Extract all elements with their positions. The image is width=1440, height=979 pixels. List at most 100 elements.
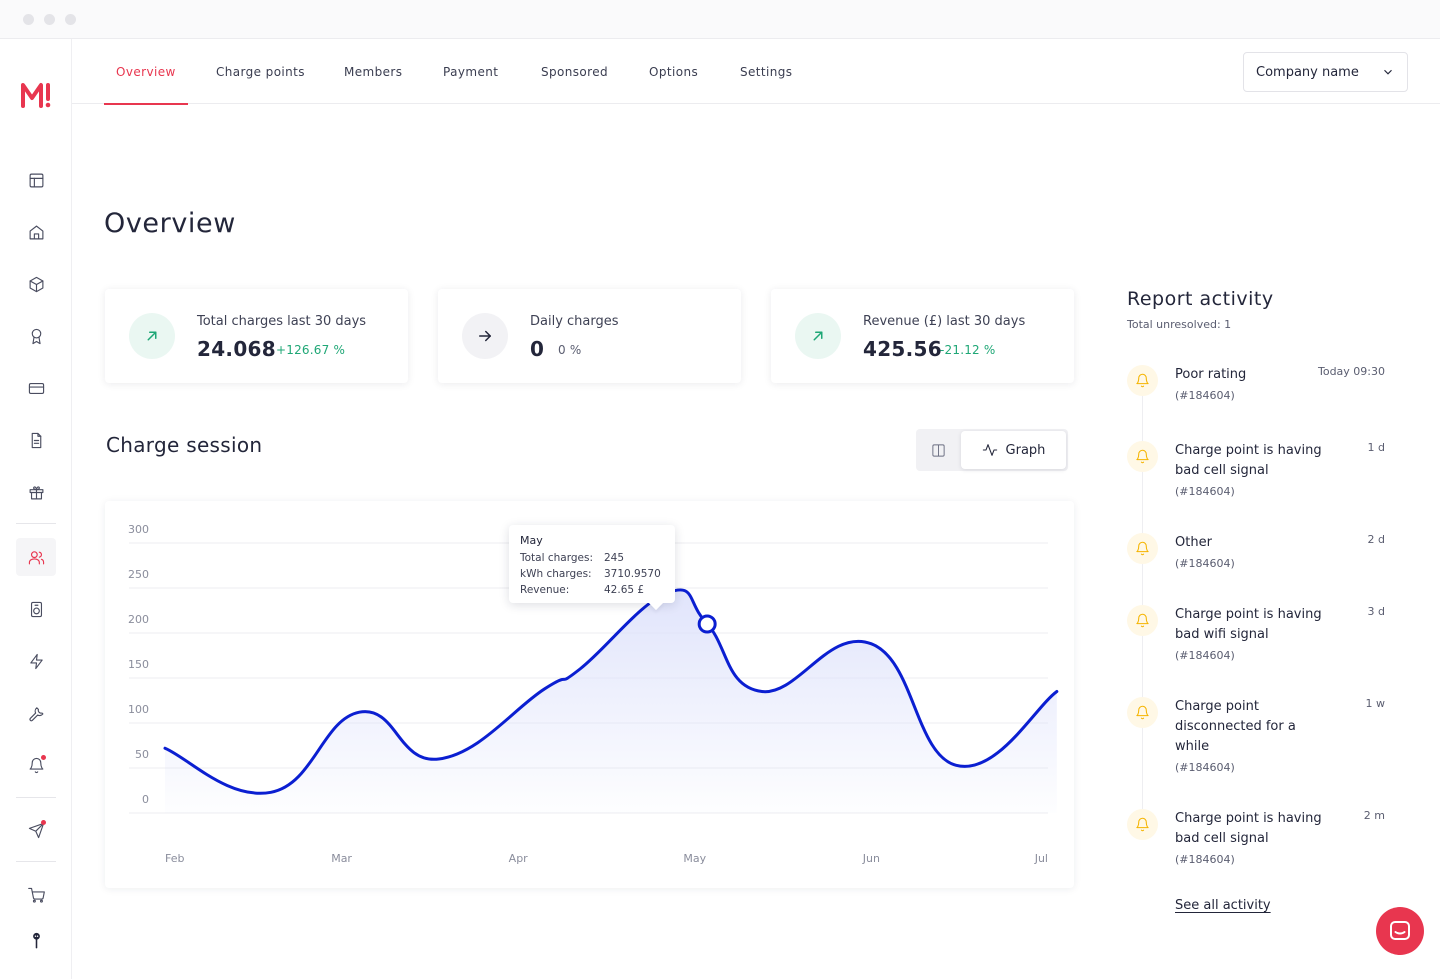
x-tick-label: May (683, 852, 706, 865)
tab-settings[interactable]: Settings (740, 65, 793, 79)
stat-icon-wrapper (795, 313, 841, 359)
report-activity-subtitle: Total unresolved: 1 (1127, 318, 1232, 331)
activity-item[interactable]: Charge point is having bad cell signal (… (1127, 441, 1385, 501)
arrow-up-right-icon (147, 331, 157, 341)
company-select-value: Company name (1256, 64, 1359, 80)
sidebar-item-notifications[interactable] (16, 746, 56, 784)
tab-payment[interactable]: Payment (443, 65, 499, 79)
activity-item[interactable]: Charge point is having bad wifi signal (… (1127, 605, 1385, 665)
charge-session-chart: 0 50 100 150 200 250 300 Feb Mar Apr May Jun Jul May… (105, 501, 1074, 888)
window-close-dot[interactable] (23, 14, 34, 25)
sidebar-item-shop[interactable] (16, 876, 56, 914)
stat-card-daily-charges: Daily charges 0 0 % (438, 289, 741, 383)
activity-item[interactable]: Charge point is having bad cell signal (… (1127, 809, 1385, 869)
sidebar-item-messages[interactable] (16, 811, 56, 849)
tooltip-value: 245 (604, 552, 625, 564)
window-titlebar (0, 0, 1440, 39)
sidebar-item-products[interactable] (16, 265, 56, 303)
activity-title: Poor rating (1175, 367, 1247, 382)
sidebar-item-cards[interactable] (16, 369, 56, 407)
sidebar-item-profile[interactable] (16, 921, 56, 959)
card-icon (28, 382, 44, 394)
activity-title: Charge point disconnected for a while (1175, 699, 1296, 754)
activity-time: 2 m (1363, 809, 1385, 822)
x-tick-label: Jul (1034, 852, 1048, 865)
y-tick-label: 150 (128, 658, 149, 671)
y-tick-label: 200 (128, 613, 149, 626)
activity-id: (#184604) (1175, 649, 1235, 662)
tooltip-key: Total charges: (520, 552, 593, 564)
sidebar-item-home[interactable] (16, 213, 56, 251)
layout-icon (29, 173, 43, 187)
stat-icon-wrapper (129, 313, 175, 359)
activity-time: 3 d (1367, 605, 1385, 618)
cart-icon (27, 887, 45, 903)
bell-icon (1127, 441, 1158, 472)
y-tick-label: 0 (142, 793, 149, 806)
pin-icon (32, 932, 40, 948)
tab-overview[interactable]: Overview (104, 39, 188, 105)
sidebar (0, 39, 72, 979)
sidebar-item-gifts[interactable] (16, 473, 56, 511)
bell-icon (1127, 605, 1158, 636)
sidebar-divider (16, 861, 56, 862)
window-zoom-dot[interactable] (65, 14, 76, 25)
columns-icon (931, 443, 945, 457)
table-view-button[interactable] (918, 431, 958, 469)
stat-card-total-charges: Total charges last 30 days 24.068 +126.6… (105, 289, 408, 383)
sidebar-item-dashboard[interactable] (16, 161, 56, 199)
activity-title: Charge point is having bad cell signal (1175, 811, 1322, 846)
company-select[interactable]: Company name (1243, 52, 1408, 92)
stat-value: 0 (530, 337, 545, 361)
stat-change: +126.67 % (276, 343, 346, 357)
chart-tooltip: May Total charges: 245 kWh charges: 3710.9… (509, 525, 675, 603)
sidebar-divider (16, 797, 56, 798)
tab-charge-points[interactable]: Charge points (216, 65, 305, 79)
brand-logo[interactable] (20, 79, 52, 111)
gift-icon (29, 485, 43, 499)
sidebar-item-rewards[interactable] (16, 317, 56, 355)
chat-launcher-button[interactable] (1376, 907, 1424, 955)
graph-view-button[interactable]: Graph (961, 431, 1066, 469)
chart-series-line (163, 588, 1059, 795)
activity-id: (#184604) (1175, 761, 1235, 774)
tab-members[interactable]: Members (344, 65, 403, 79)
chart-canvas: 0 50 100 150 200 250 300 Feb Mar Apr May Jun Jul (128, 523, 1059, 865)
activity-item[interactable]: Charge point disconnected for a while (#… (1127, 697, 1385, 777)
box-icon (29, 276, 43, 292)
sidebar-item-devices[interactable] (16, 590, 56, 628)
window-minimize-dot[interactable] (44, 14, 55, 25)
activity-time: 1 w (1365, 697, 1386, 710)
home-icon (29, 225, 43, 239)
activity-time: 2 d (1367, 533, 1385, 546)
page-title: Overview (104, 208, 236, 239)
bell-icon (29, 757, 43, 773)
graph-view-label: Graph (1005, 442, 1046, 458)
stat-change: -21.12 % (940, 343, 996, 357)
activity-time: 1 d (1367, 441, 1385, 454)
chat-icon (1390, 921, 1410, 940)
sidebar-item-members[interactable] (16, 538, 56, 576)
tab-sponsored[interactable]: Sponsored (541, 65, 609, 79)
stat-label: Total charges last 30 days (197, 314, 367, 329)
sidebar-item-maintenance[interactable] (16, 694, 56, 732)
sidebar-item-documents[interactable] (16, 421, 56, 459)
stat-label: Revenue (£) last 30 days (863, 314, 1026, 329)
stat-icon-wrapper (462, 313, 508, 359)
see-all-activity-link[interactable]: See all activity (1175, 898, 1271, 913)
view-toggle: Graph (916, 429, 1068, 471)
activity-item[interactable]: Other (#184604) 2 d (1127, 533, 1385, 573)
activity-item[interactable]: Poor rating (#184604) Today 09:30 (1127, 365, 1385, 415)
tooltip-value: 42.65 £ (604, 584, 645, 596)
bell-icon (1127, 533, 1158, 564)
activity-title: Charge point is having bad cell signal (1175, 443, 1322, 478)
sidebar-item-charging[interactable] (16, 642, 56, 680)
device-icon (30, 601, 42, 617)
activity-title: Charge point is having bad wifi signal (1175, 607, 1322, 642)
top-navigation: Overview Charge points Members Payment S… (72, 39, 1440, 105)
tab-options[interactable]: Options (649, 65, 699, 79)
document-icon (31, 432, 41, 448)
stat-value: 24.068 (197, 337, 276, 361)
tooltip-row: Revenue: 42.65 £ (520, 582, 664, 598)
x-tick-label: Apr (509, 852, 529, 865)
